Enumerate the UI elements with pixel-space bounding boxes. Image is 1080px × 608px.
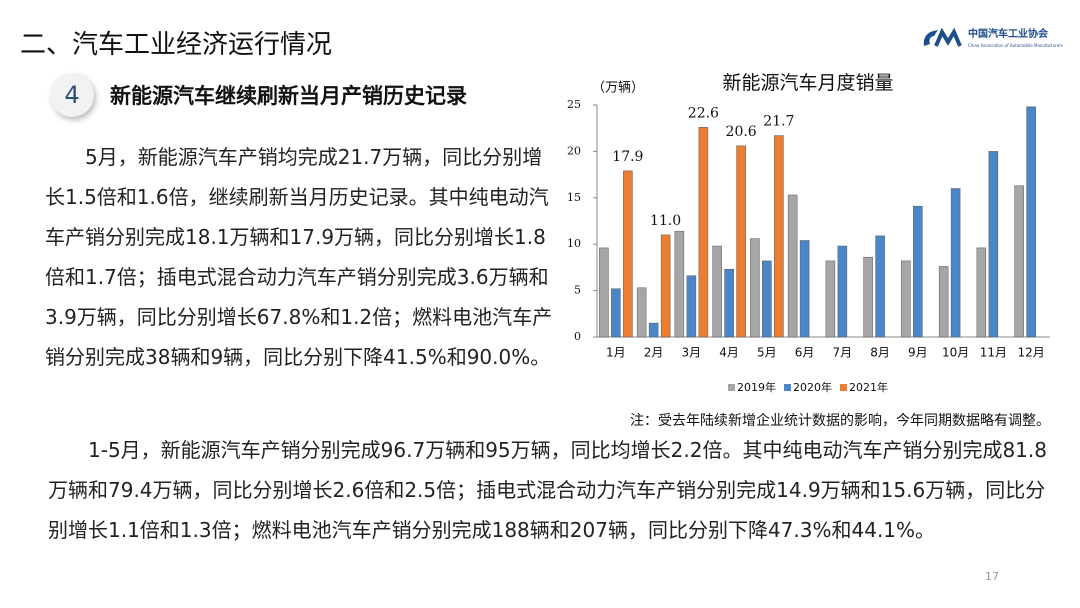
legend-marker: [840, 384, 847, 391]
bar: [1014, 185, 1024, 338]
bar: [623, 170, 633, 338]
bar: [750, 238, 760, 338]
bar: [799, 240, 810, 338]
bar: [837, 245, 848, 338]
bar: [724, 269, 734, 338]
bar: [901, 260, 911, 338]
bar: [825, 260, 836, 338]
paragraph: 5月，新能源汽车产销均完成21.7万辆，同比分别增长1.5倍和1.6倍，继续刷新…: [45, 145, 553, 369]
section-title: 新能源汽车继续刷新当月产销历史记录: [110, 84, 467, 108]
y-tick-label: 20: [567, 144, 581, 157]
legend-marker: [728, 384, 735, 391]
y-tick-label: 10: [567, 237, 581, 250]
logo: 中国汽车工业协会 China Association of Automobile…: [923, 27, 1063, 48]
bar: [698, 127, 709, 338]
bar: [648, 322, 659, 338]
x-tick-label: 9月: [908, 346, 928, 360]
bar: [988, 151, 999, 338]
x-tick-label: 5月: [757, 346, 777, 360]
x-tick-label: 11月: [980, 346, 1007, 360]
bar: [712, 245, 722, 338]
bar: [863, 256, 873, 338]
section-number: 4: [50, 73, 94, 117]
bar: [787, 194, 798, 338]
x-tick-label: 12月: [1017, 346, 1044, 360]
chart-title: 新能源汽车月度销量: [722, 72, 893, 94]
x-tick-label: 3月: [682, 346, 702, 360]
x-tick-label: 4月: [719, 346, 739, 360]
data-label: 17.9: [612, 149, 643, 165]
data-label: 11.0: [650, 213, 681, 229]
note: 注：受去年陆续新增企业统计数据的影响，今年同期数据略有调整。: [630, 412, 1050, 429]
y-axis-label: （万辆）: [592, 81, 644, 96]
legend-label: 2021年: [849, 380, 888, 394]
y-tick-label: 5: [574, 284, 581, 297]
logo-name: 中国汽车工业协会: [968, 27, 1048, 40]
data-label: 20.6: [726, 124, 757, 140]
legend-label: 2019年: [737, 380, 776, 394]
bar: [938, 266, 949, 338]
legend-label: 2020年: [793, 380, 832, 394]
slide-title: 二、汽车工业经济运行情况: [20, 30, 333, 60]
bar: [1026, 106, 1036, 338]
x-tick-label: 7月: [833, 346, 853, 360]
bar: [686, 275, 697, 338]
bar: [599, 247, 609, 338]
y-tick-label: 25: [567, 98, 581, 111]
bar: [636, 287, 647, 338]
bar: [736, 145, 746, 338]
bar: [762, 260, 772, 338]
bar: [774, 135, 784, 338]
bar: [611, 288, 621, 338]
page-number: 17: [985, 570, 999, 583]
legend-marker: [784, 384, 791, 391]
logo-icon: [923, 30, 938, 46]
bar: [976, 247, 987, 338]
x-tick-label: 10月: [942, 346, 969, 360]
y-tick-label: 15: [567, 191, 581, 204]
bar: [674, 230, 685, 338]
logo-icon: [934, 27, 962, 47]
data-label: 22.6: [688, 105, 719, 121]
x-tick-label: 2月: [644, 346, 664, 360]
x-tick-label: 8月: [870, 346, 890, 360]
x-tick-label: 6月: [795, 346, 815, 360]
bar: [660, 234, 671, 338]
y-tick-label: 0: [574, 330, 581, 343]
x-tick-label: 1月: [606, 346, 626, 360]
bar: [950, 188, 961, 338]
data-label: 21.7: [763, 114, 794, 130]
logo-subtitle: China Association of Automobile Manufact…: [968, 43, 1063, 48]
bar: [875, 235, 885, 338]
bar: [913, 205, 923, 338]
chart: 新能源汽车月度销量 （万辆） 注：受去年陆续新增企业统计数据的影响，今年同期数据…: [567, 72, 1050, 429]
paragraph: 1-5月，新能源汽车产销分别完成96.7万辆和95万辆，同比均增长2.2倍。其中…: [48, 438, 1047, 542]
